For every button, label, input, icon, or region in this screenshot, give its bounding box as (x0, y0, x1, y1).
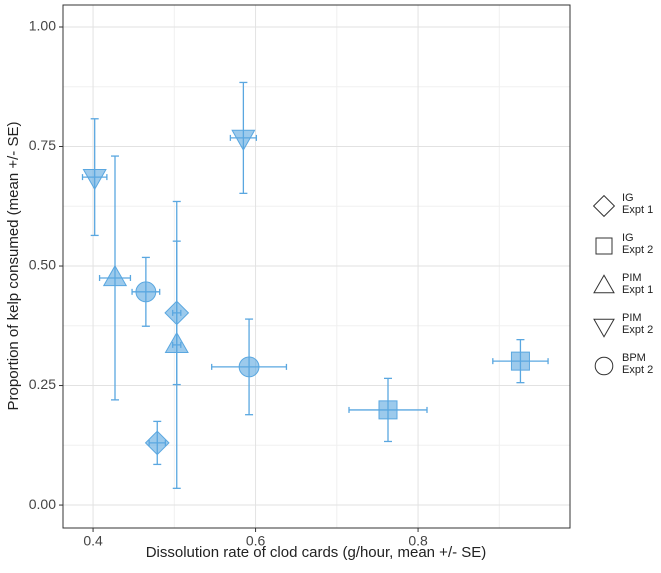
legend-label: IG Expt 1 (622, 192, 654, 216)
legend-key (592, 194, 616, 218)
y-tick-label: 0.50 (29, 257, 56, 273)
x-axis-title: Dissolution rate of clod cards (g/hour, … (146, 544, 487, 561)
x-tick-label: 0.8 (408, 533, 428, 549)
plot-border (62, 4, 571, 529)
point (144, 430, 170, 456)
y-tick-label: 1.00 (29, 18, 56, 34)
point (231, 129, 256, 152)
point (378, 400, 398, 420)
legend-label: PIM Expt 1 (622, 272, 654, 296)
point (238, 356, 260, 378)
legend-label: PIM Expt 2 (622, 312, 654, 336)
point (135, 281, 157, 303)
legend-key (595, 237, 613, 255)
y-tick-label: 0.25 (29, 376, 56, 392)
y-tick-label: 0.00 (29, 496, 56, 512)
legend-key (593, 318, 615, 338)
x-tick-label: 0.4 (83, 533, 103, 549)
legend-label: BPM Expt 2 (622, 352, 654, 376)
x-tick-label: 0.6 (246, 533, 266, 549)
point (82, 168, 107, 191)
legend-key (593, 274, 615, 294)
y-axis-title: Proportion of kelp consumed (mean +/- SE… (5, 122, 22, 411)
point (510, 351, 530, 371)
point (164, 331, 189, 354)
legend-key (594, 356, 614, 376)
point (102, 264, 128, 287)
legend-label: IG Expt 2 (622, 232, 654, 256)
y-tick-label: 0.75 (29, 137, 56, 153)
